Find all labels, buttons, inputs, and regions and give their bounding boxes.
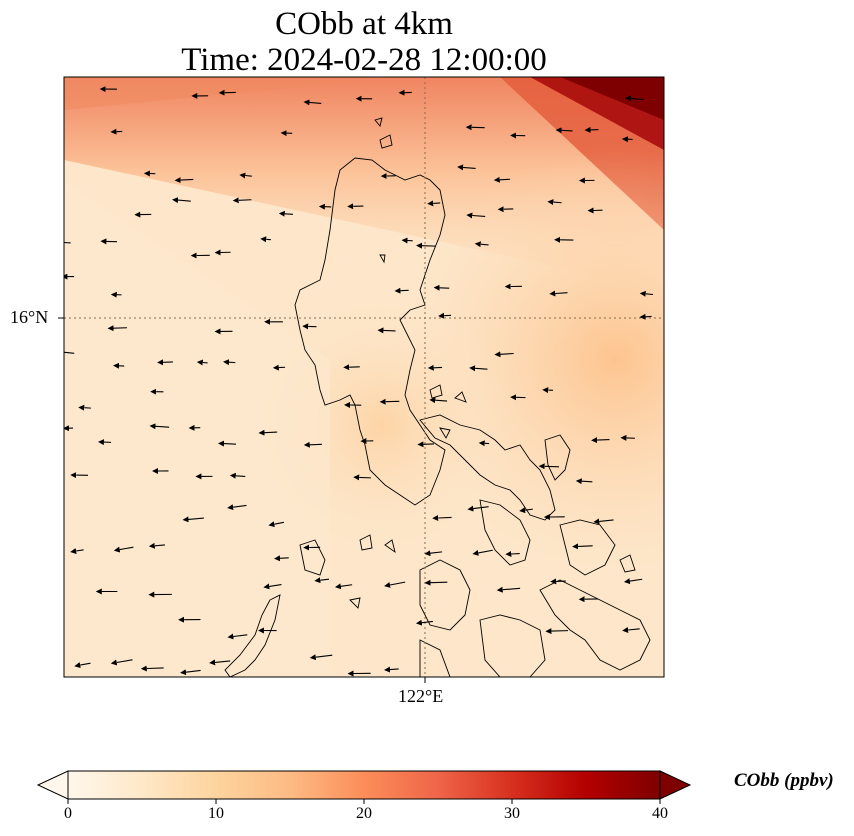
wind-arrow [140, 665, 164, 672]
wind-arrow [303, 99, 322, 106]
wind-arrow [263, 583, 282, 590]
wind-arrow [493, 176, 511, 183]
wind-arrow [218, 440, 237, 447]
colorbar-label: CObb (ppbv) [734, 770, 834, 791]
colorbar-ticks [67, 799, 661, 804]
wind-arrow [182, 516, 204, 523]
wind-arrow [429, 397, 448, 404]
wind-arrow [547, 199, 562, 206]
wind-arrow [457, 164, 476, 171]
latitude-label: 16°N [10, 307, 49, 327]
wind-arrow [309, 654, 333, 661]
wind-arrow [625, 95, 644, 102]
wind-arrow [415, 619, 433, 626]
wind-arrow [334, 583, 353, 590]
wind-arrow [593, 518, 614, 525]
graticule [64, 77, 664, 677]
wind-arrow [74, 662, 91, 669]
wind-arrow [229, 472, 246, 479]
wind-arrow [469, 365, 488, 372]
wind-arrow [64, 349, 75, 356]
wind-arrow [466, 212, 486, 219]
wind-arrow [639, 290, 654, 297]
wind-arrow [149, 423, 170, 430]
wind-arrow [110, 659, 133, 666]
wind-arrow [227, 504, 247, 511]
wind-arrow [232, 197, 252, 204]
wind-arrow [377, 327, 396, 334]
wind-arrow [424, 550, 443, 557]
concentration-field [64, 77, 664, 677]
wind-arrow [180, 669, 201, 676]
wind-arrow [572, 543, 593, 550]
wind-arrow [467, 505, 489, 512]
map-title: CObb at 4km [275, 6, 453, 42]
wind-arrow [591, 437, 610, 444]
wind-arrow [432, 515, 452, 521]
colorbar-tick-label: 30 [504, 805, 520, 822]
wind-arrow [258, 429, 278, 436]
colorbar-tick-label: 0 [64, 805, 72, 822]
wind-arrow [314, 577, 330, 584]
map-subtitle-time: Time: 2024-02-28 12:00:00 [181, 42, 547, 78]
colorbar-extend-low [36, 770, 69, 800]
wind-arrow [64, 241, 71, 244]
wind-arrow [496, 586, 521, 593]
wind-arrow [555, 127, 573, 134]
wind-arrow [172, 197, 191, 204]
wind-arrow [519, 507, 533, 514]
wind-arrow [227, 633, 248, 640]
wind-arrow [538, 463, 560, 470]
wind-arrow [623, 578, 643, 585]
wind-arrow [575, 478, 593, 485]
wind-arrow [474, 241, 489, 248]
wind-arrow [239, 172, 252, 179]
wind-arrow [472, 549, 493, 556]
colorbar-gradient [68, 771, 660, 799]
wind-arrow [209, 659, 231, 666]
wind-arrow [268, 521, 285, 528]
wind-vectors [64, 86, 654, 677]
wind-arrow [384, 666, 399, 673]
wind-arrow [148, 542, 165, 549]
colorbar-tick-label: 20 [356, 805, 372, 822]
wind-arrow [622, 627, 640, 633]
wind-arrow [113, 546, 134, 553]
wind-arrow [494, 351, 514, 358]
colorbar-extend-high [659, 770, 692, 800]
coastlines [224, 117, 651, 677]
colorbar-tick-label: 40 [652, 805, 668, 822]
map-frame [63, 76, 665, 678]
wind-arrow [549, 290, 568, 297]
longitude-label: 122°E [398, 686, 444, 706]
colorbar-tick-label: 10 [208, 805, 224, 822]
wind-arrow [70, 548, 84, 554]
wind-arrow [174, 177, 194, 184]
wind-arrow [384, 581, 406, 588]
